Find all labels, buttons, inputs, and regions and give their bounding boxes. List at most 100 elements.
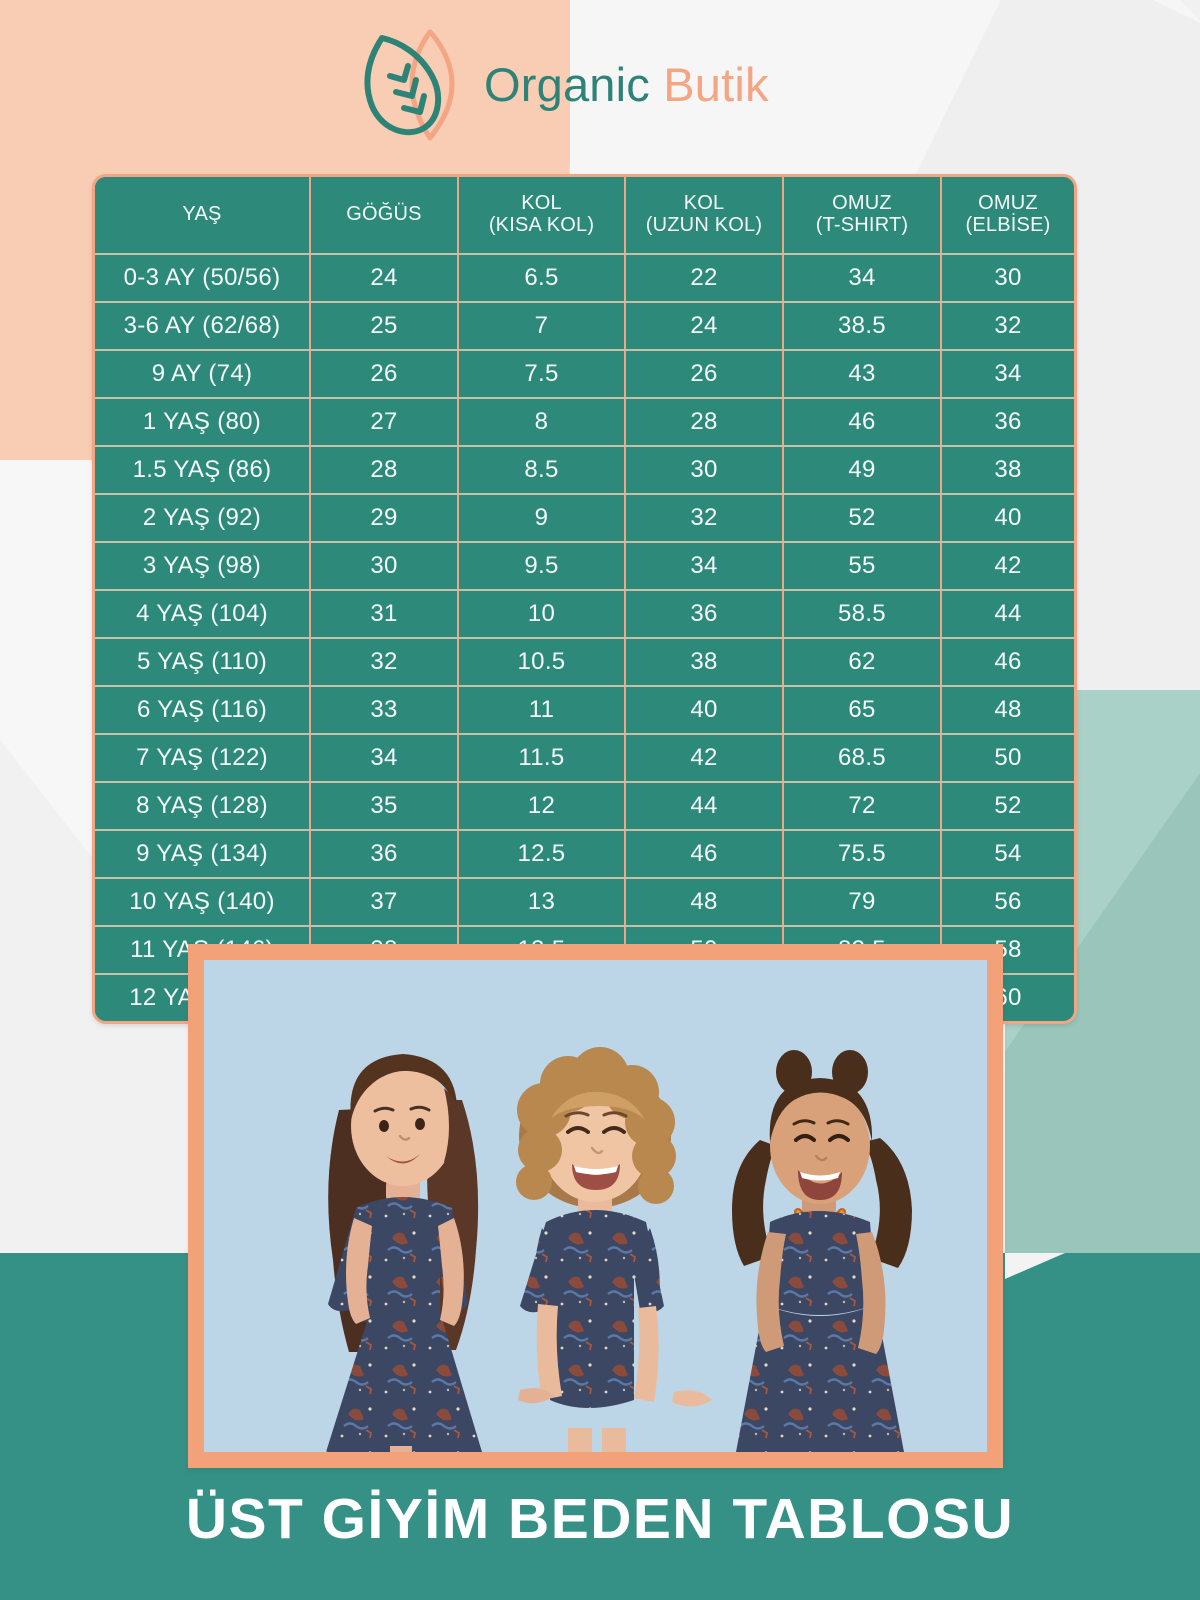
table-cell-measurement: 26 bbox=[310, 349, 459, 399]
table-cell-measurement: 32 bbox=[625, 493, 784, 543]
table-cell-measurement: 55 bbox=[783, 541, 942, 591]
column-header-gogus: GÖĞÜS bbox=[310, 177, 459, 255]
table-cell-measurement: 24 bbox=[310, 253, 459, 303]
table-cell-measurement: 46 bbox=[783, 397, 942, 447]
table-cell-measurement: 46 bbox=[625, 829, 784, 879]
brand-logo: Organic Butik bbox=[360, 24, 769, 144]
table-cell-age: 2 YAŞ (92) bbox=[95, 493, 311, 543]
table-cell-measurement: 30 bbox=[625, 445, 784, 495]
column-header-kol-uzun-line1: KOL bbox=[683, 192, 725, 214]
child-middle bbox=[516, 1047, 676, 1452]
table-cell-measurement: 27 bbox=[310, 397, 459, 447]
table-cell-measurement: 12.5 bbox=[458, 829, 626, 879]
table-cell-measurement: 68.5 bbox=[783, 733, 942, 783]
table-cell-measurement: 24 bbox=[625, 301, 784, 351]
table-cell-measurement: 12 bbox=[458, 781, 626, 831]
table-cell-age: 3 YAŞ (98) bbox=[95, 541, 311, 591]
child-right bbox=[732, 1050, 912, 1452]
table-cell-measurement: 33 bbox=[310, 685, 459, 735]
column-header-kol-kisa-line1: KOL bbox=[521, 192, 562, 214]
table-cell-measurement: 62 bbox=[783, 637, 942, 687]
table-cell-measurement: 22 bbox=[625, 253, 784, 303]
table-cell-measurement: 43 bbox=[783, 349, 942, 399]
table-cell-measurement: 30 bbox=[310, 541, 459, 591]
column-header-kol-kisa: KOL (KISA KOL) bbox=[458, 177, 626, 255]
table-row: 2 YAŞ (92) 29 9 32 52 40 bbox=[95, 493, 1074, 543]
table-row: 7 YAŞ (122) 34 11.5 42 68.5 50 bbox=[95, 733, 1074, 783]
table-cell-age: 4 YAŞ (104) bbox=[95, 589, 311, 639]
column-header-yas-label: YAŞ bbox=[182, 203, 222, 226]
table-cell-measurement: 40 bbox=[625, 685, 784, 735]
table-cell-measurement: 56 bbox=[941, 877, 1074, 927]
table-cell-measurement: 38 bbox=[625, 637, 784, 687]
column-header-gogus-label: GÖĞÜS bbox=[346, 203, 422, 226]
table-cell-age: 1.5 YAŞ (86) bbox=[95, 445, 311, 495]
table-row: 1 YAŞ (80) 27 8 28 46 36 bbox=[95, 397, 1074, 447]
table-cell-age: 7 YAŞ (122) bbox=[95, 733, 311, 783]
table-cell-measurement: 42 bbox=[625, 733, 784, 783]
table-cell-measurement: 35 bbox=[310, 781, 459, 831]
table-cell-measurement: 10.5 bbox=[458, 637, 626, 687]
table-cell-age: 9 AY (74) bbox=[95, 349, 311, 399]
table-row: 6 YAŞ (116) 33 11 40 65 48 bbox=[95, 685, 1074, 735]
table-row: 8 YAŞ (128) 35 12 44 72 52 bbox=[95, 781, 1074, 831]
product-photo-frame bbox=[188, 944, 1003, 1468]
table-cell-measurement: 7.5 bbox=[458, 349, 626, 399]
table-row: 9 YAŞ (134) 36 12.5 46 75.5 54 bbox=[95, 829, 1074, 879]
table-cell-measurement: 6.5 bbox=[458, 253, 626, 303]
table-cell-measurement: 8 bbox=[458, 397, 626, 447]
table-cell-age: 8 YAŞ (128) bbox=[95, 781, 311, 831]
table-cell-measurement: 36 bbox=[310, 829, 459, 879]
table-cell-age: 1 YAŞ (80) bbox=[95, 397, 311, 447]
table-cell-measurement: 34 bbox=[783, 253, 942, 303]
product-photo bbox=[204, 960, 987, 1452]
column-header-yas: YAŞ bbox=[95, 177, 311, 255]
table-cell-measurement: 38.5 bbox=[783, 301, 942, 351]
table-cell-measurement: 28 bbox=[310, 445, 459, 495]
table-cell-measurement: 75.5 bbox=[783, 829, 942, 879]
table-cell-measurement: 79 bbox=[783, 877, 942, 927]
table-cell-age: 10 YAŞ (140) bbox=[95, 877, 311, 927]
leaf-icon bbox=[360, 24, 470, 144]
child-left bbox=[326, 1054, 482, 1452]
table-cell-measurement: 72 bbox=[783, 781, 942, 831]
table-cell-measurement: 9.5 bbox=[458, 541, 626, 591]
table-cell-measurement: 25 bbox=[310, 301, 459, 351]
table-cell-age: 3-6 AY (62/68) bbox=[95, 301, 311, 351]
table-cell-measurement: 52 bbox=[941, 781, 1074, 831]
table-cell-measurement: 9 bbox=[458, 493, 626, 543]
table-cell-measurement: 26 bbox=[625, 349, 784, 399]
children-photo-illustration bbox=[204, 960, 987, 1452]
table-cell-measurement: 32 bbox=[941, 301, 1074, 351]
table-cell-measurement: 34 bbox=[310, 733, 459, 783]
size-table-container: YAŞ GÖĞÜS KOL (KISA KOL) KOL (UZUN KOL) … bbox=[92, 174, 1077, 1024]
table-row: 3 YAŞ (98) 30 9.5 34 55 42 bbox=[95, 541, 1074, 591]
size-table: YAŞ GÖĞÜS KOL (KISA KOL) KOL (UZUN KOL) … bbox=[95, 177, 1074, 1021]
table-cell-age: 0-3 AY (50/56) bbox=[95, 253, 311, 303]
brand-name-secondary: Butik bbox=[663, 57, 769, 111]
column-header-kol-uzun-line2: (UZUN KOL) bbox=[645, 214, 763, 237]
table-cell-measurement: 11 bbox=[458, 685, 626, 735]
column-header-kol-kisa-line2: (KISA KOL) bbox=[488, 214, 595, 237]
table-cell-measurement: 37 bbox=[310, 877, 459, 927]
table-cell-measurement: 13 bbox=[458, 877, 626, 927]
column-header-kol-uzun: KOL (UZUN KOL) bbox=[625, 177, 784, 255]
page-title: ÜST GİYİM BEDEN TABLOSU bbox=[185, 1487, 1015, 1551]
table-cell-measurement: 49 bbox=[783, 445, 942, 495]
table-cell-measurement: 65 bbox=[783, 685, 942, 735]
table-cell-measurement: 42 bbox=[941, 541, 1074, 591]
table-cell-measurement: 58.5 bbox=[783, 589, 942, 639]
column-header-omuz-elbise-line2: (ELBİSE) bbox=[965, 214, 1051, 237]
table-cell-measurement: 31 bbox=[310, 589, 459, 639]
brand-name-primary: Organic bbox=[484, 57, 650, 111]
table-row: 9 AY (74) 26 7.5 26 43 34 bbox=[95, 349, 1074, 399]
table-cell-measurement: 11.5 bbox=[458, 733, 626, 783]
table-cell-measurement: 10 bbox=[458, 589, 626, 639]
table-row: 4 YAŞ (104) 31 10 36 58.5 44 bbox=[95, 589, 1074, 639]
table-cell-measurement: 36 bbox=[941, 397, 1074, 447]
table-cell-measurement: 44 bbox=[625, 781, 784, 831]
table-cell-measurement: 36 bbox=[625, 589, 784, 639]
column-header-omuz-elbise: OMUZ (ELBİSE) bbox=[941, 177, 1074, 255]
table-cell-measurement: 28 bbox=[625, 397, 784, 447]
